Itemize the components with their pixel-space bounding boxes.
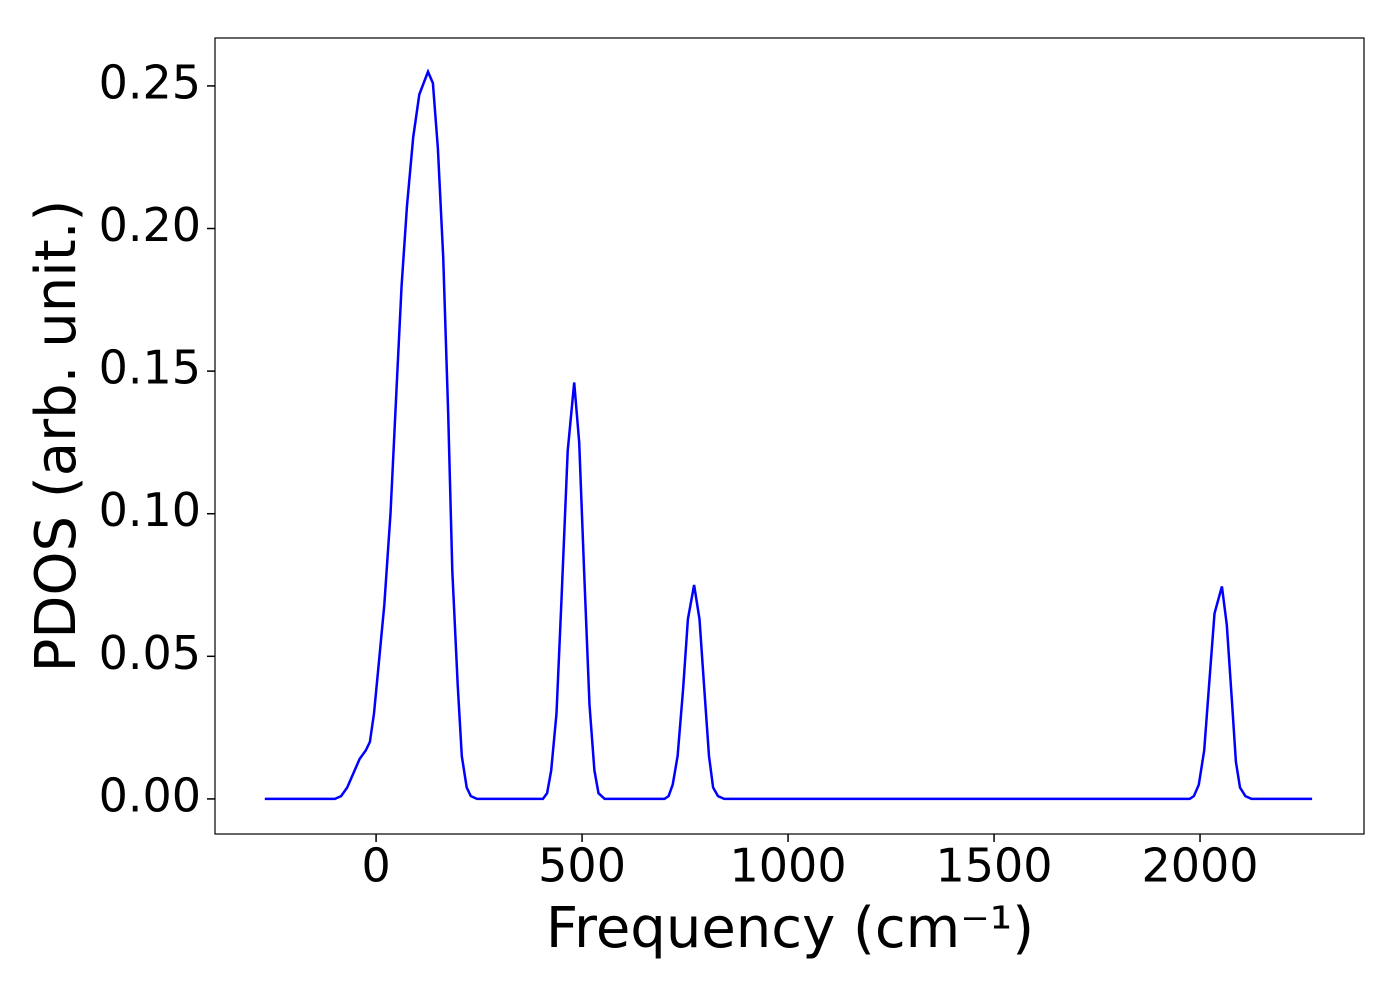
x-tick-label: 1000 <box>730 839 847 893</box>
y-tick-label: 0.15 <box>99 341 201 395</box>
x-tick-label: 2000 <box>1141 839 1258 893</box>
y-tick-label: 0.20 <box>99 198 201 252</box>
y-tick-label: 0.00 <box>99 768 201 822</box>
x-axis-label: Frequency (cm⁻¹) <box>546 896 1034 961</box>
y-tick-label: 0.05 <box>99 626 201 680</box>
x-tick-label: 1500 <box>936 839 1053 893</box>
y-axis-label: PDOS (arb. unit.) <box>24 200 89 673</box>
line <box>264 68 1313 801</box>
x-tick-label: 0 <box>361 839 390 893</box>
y-tick-label: 0.25 <box>99 55 201 109</box>
y-tick-label: 0.10 <box>99 483 201 537</box>
plot-frame <box>214 37 1365 835</box>
x-tick-label: 500 <box>538 839 626 893</box>
